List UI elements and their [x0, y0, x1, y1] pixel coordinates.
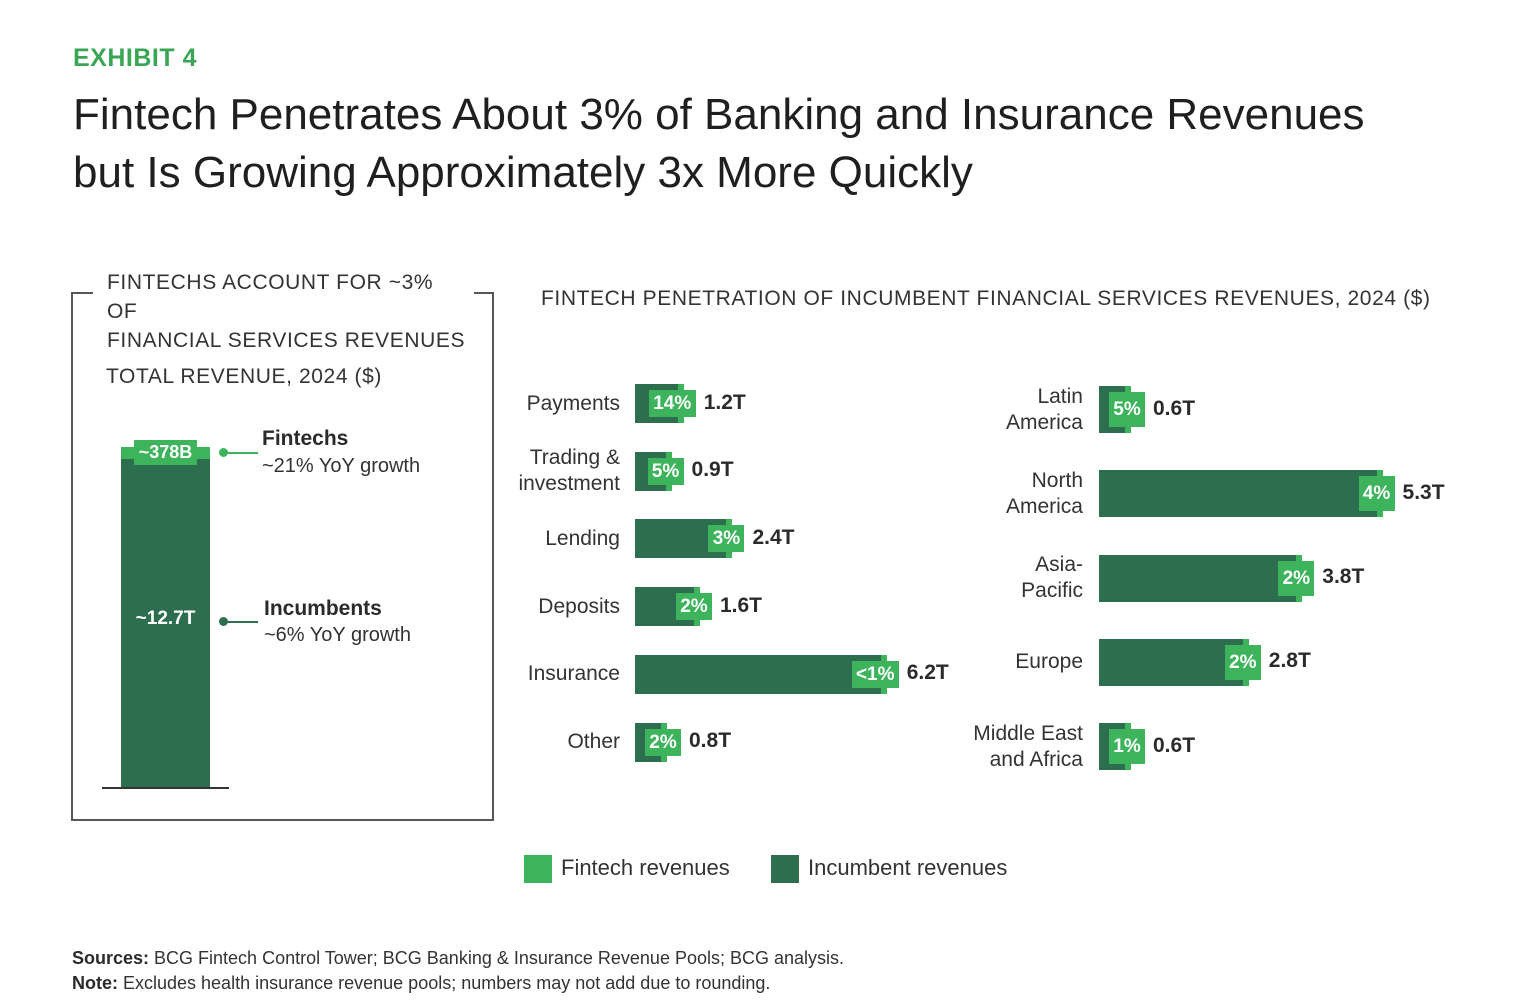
product-share-label-3: 2%	[675, 593, 712, 621]
note-line: Note: Excludes health insurance revenue …	[72, 971, 844, 996]
product-bar-4	[635, 654, 887, 694]
product-category-label-1: Trading & investment	[518, 445, 620, 497]
fintech-leader-line	[222, 452, 258, 454]
product-value-label-4: 6.2T	[906, 661, 949, 685]
region-category-label-3: Europe	[1015, 649, 1083, 675]
fintech-leader-dot	[219, 448, 228, 457]
total-revenue-label: TOTAL REVENUE, 2024 ($)	[106, 365, 383, 388]
total-incumbent-value: ~12.7T	[135, 608, 196, 629]
region-category-label-0: Latin America	[1006, 384, 1083, 436]
region-category-label-2-line-1: Pacific	[1021, 579, 1083, 603]
product-category-label-2-line-0: Lending	[545, 526, 620, 550]
product-category-label-4: Insurance	[528, 661, 620, 687]
product-value-label-2: 2.4T	[752, 525, 795, 549]
region-category-label-2: Asia- Pacific	[1021, 552, 1083, 604]
product-category-label-1-line-0: Trading &	[529, 446, 620, 470]
incumbents-annotation-growth: ~6% YoY growth	[264, 624, 411, 646]
region-category-label-0-line-1: America	[1005, 410, 1083, 434]
product-category-label-4-line-0: Insurance	[527, 662, 620, 686]
product-value-label-3: 1.6T	[719, 593, 762, 617]
page-title: Fintech Penetrates About 3% of Banking a…	[73, 86, 1473, 202]
product-category-label-5: Other	[567, 729, 620, 755]
region-value-label-3: 2.8T	[1268, 649, 1311, 673]
region-bar-1	[1099, 470, 1383, 518]
right-panel-heading: FINTECH PENETRATION OF INCUMBENT FINANCI…	[541, 287, 1431, 310]
product-value-label-5: 0.8T	[689, 729, 732, 752]
product-category-label-3: Deposits	[538, 594, 620, 620]
region-value-label-1: 5.3T	[1402, 480, 1445, 504]
region-category-label-4-line-0: Middle East	[973, 721, 1083, 745]
legend-label-incumbent: Incumbent revenues	[808, 855, 1008, 880]
incumbents-annotation-name: Incumbents	[264, 597, 382, 620]
sources-text: BCG Fintech Control Tower; BCG Banking &…	[149, 948, 845, 968]
product-share-label-2: 3%	[708, 525, 745, 553]
product-category-label-0: Payments	[527, 391, 620, 417]
region-share-label-4: 1%	[1109, 729, 1145, 765]
fintechs-annotation-name: Fintechs	[262, 427, 349, 450]
legend-swatch-fintech	[524, 855, 552, 883]
product-share-label-1: 5%	[647, 457, 684, 485]
fintechs-annotation-growth: ~21% YoY growth	[262, 455, 421, 477]
left-panel-frame-top-left	[71, 292, 93, 294]
left-heading-line-2: FINANCIAL SERVICES REVENUES	[107, 329, 466, 352]
region-category-label-1-line-0: North	[1031, 468, 1083, 492]
region-category-label-0-line-0: Latin	[1037, 384, 1083, 408]
product-value-label-1: 0.9T	[691, 458, 734, 482]
left-panel-frame	[71, 292, 494, 821]
exhibit-label: EXHIBIT 4	[73, 44, 197, 72]
left-panel-frame-top-right	[474, 292, 494, 294]
legend-swatch-incumbent	[771, 855, 799, 883]
total-bar-baseline	[102, 787, 229, 789]
title-line-2: but Is Growing Approximately 3x More Qui…	[73, 148, 973, 197]
region-value-label-4: 0.6T	[1153, 733, 1196, 757]
region-bar-2	[1099, 554, 1303, 602]
product-category-label-1-line-1: investment	[518, 472, 620, 496]
sources-label: Sources:	[72, 948, 150, 968]
region-category-label-4: Middle East and Africa	[973, 721, 1083, 773]
note-text: Excludes health insurance revenue pools;…	[118, 973, 771, 993]
region-category-label-2-line-0: Asia-	[1035, 553, 1083, 577]
region-share-label-1: 4%	[1358, 476, 1395, 512]
region-value-label-2: 3.8T	[1322, 565, 1365, 589]
product-category-label-5-line-0: Other	[567, 730, 620, 753]
product-category-label-0-line-0: Payments	[526, 391, 620, 415]
product-share-label-4: <1%	[851, 660, 899, 688]
sources-note: Sources: BCG Fintech Control Tower; BCG …	[72, 946, 844, 996]
legend-label-fintech: Fintech revenues	[561, 855, 730, 880]
product-share-label-5: 2%	[645, 728, 681, 756]
region-category-label-1: North America	[1006, 468, 1083, 520]
note-label: Note:	[72, 973, 118, 993]
region-share-label-0: 5%	[1109, 392, 1145, 427]
total-incumbent-bar	[121, 458, 210, 788]
left-heading-line-1: FINTECHS ACCOUNT FOR ~3% OF	[107, 271, 434, 323]
region-value-label-0: 0.6T	[1153, 396, 1196, 420]
incumbent-leader-line	[222, 621, 258, 623]
region-category-label-1-line-1: America	[1005, 494, 1083, 518]
region-category-label-3-line-0: Europe	[1015, 650, 1083, 674]
region-category-label-4-line-1: and Africa	[989, 747, 1083, 771]
product-category-label-3-line-0: Deposits	[538, 594, 620, 618]
total-fintech-value: ~378B	[134, 440, 197, 465]
product-share-label-0: 14%	[648, 390, 696, 417]
sources-line: Sources: BCG Fintech Control Tower; BCG …	[72, 946, 844, 971]
region-share-label-2: 2%	[1278, 560, 1315, 596]
region-share-label-3: 2%	[1224, 644, 1261, 680]
product-category-label-2: Lending	[545, 526, 620, 552]
incumbent-leader-dot	[219, 617, 228, 626]
product-value-label-0: 1.2T	[703, 390, 746, 414]
region-bar-3	[1099, 638, 1249, 686]
left-panel-heading: FINTECHS ACCOUNT FOR ~3% OF FINANCIAL SE…	[103, 268, 473, 355]
title-line-1: Fintech Penetrates About 3% of Banking a…	[73, 90, 1365, 139]
